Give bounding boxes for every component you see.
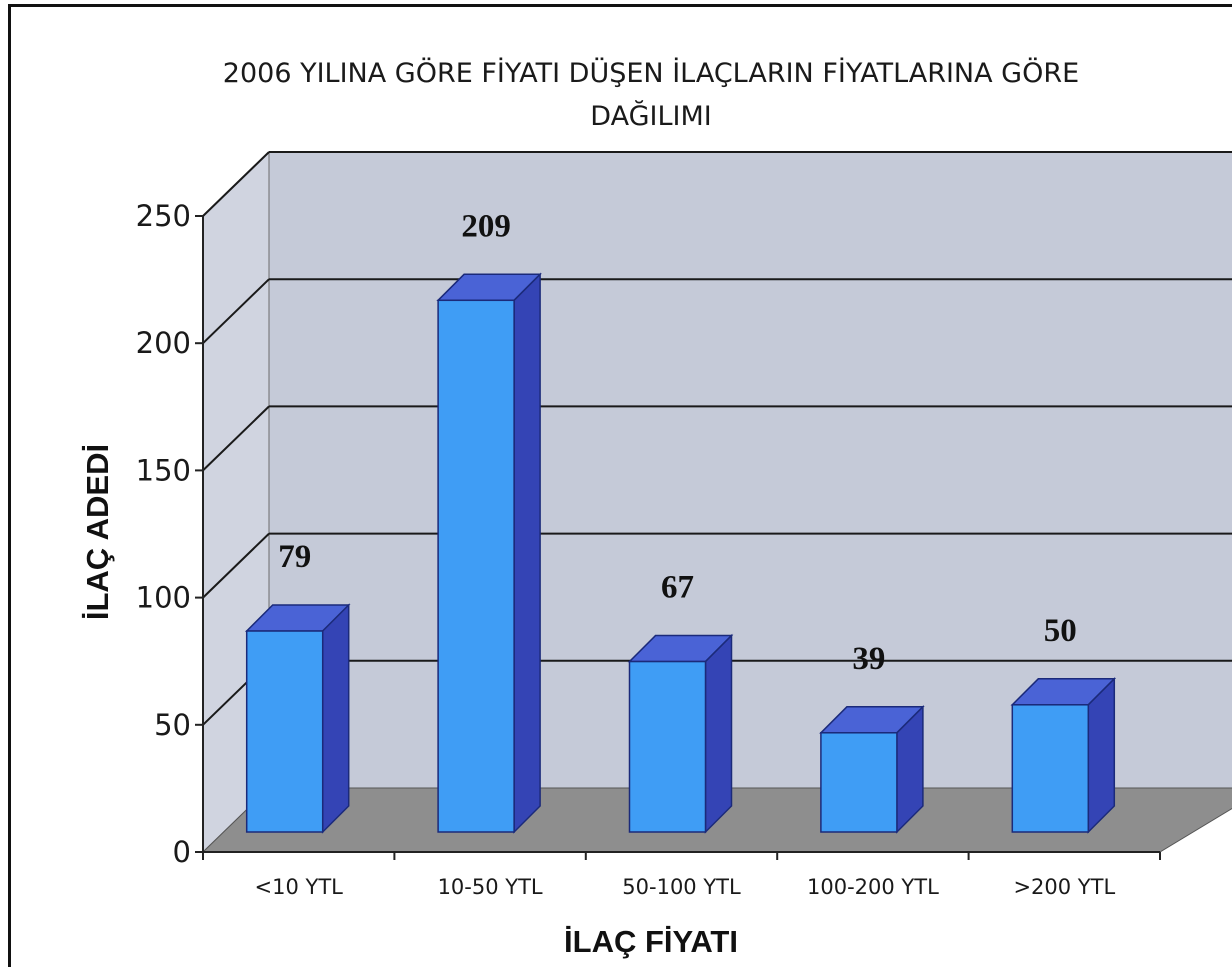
x-category-labels: <10 YTL 10-50 YTL 50-100 YTL 100-200 YTL >20… — [255, 875, 1116, 899]
y-tick-label: 0 — [173, 835, 191, 869]
bars — [244, 272, 1117, 834]
bar-front — [437, 299, 515, 833]
y-axis-title: İLAÇ ADEDİ — [80, 444, 115, 620]
data-label: 67 — [661, 570, 694, 606]
bar-side — [321, 603, 350, 834]
bar-side — [704, 633, 733, 834]
gridlines — [202, 151, 1232, 726]
bar-side — [1087, 676, 1116, 834]
data-label: 79 — [278, 539, 311, 575]
chart-frame — [8, 4, 1232, 967]
gridline-side — [202, 405, 270, 472]
y-tick-label: 50 — [154, 708, 191, 742]
x-category-label: 100-200 YTL — [807, 875, 939, 899]
data-label: 39 — [852, 641, 885, 677]
data-labels: 79 209 67 39 50 — [278, 208, 1077, 676]
chart-title-line-2: DAĞILIMI — [590, 100, 711, 132]
gridline-side — [202, 278, 270, 344]
bar-side — [513, 272, 541, 834]
bar — [1010, 676, 1117, 834]
bar-front — [628, 660, 707, 833]
chart-title-line-1: 2006 YILINA GÖRE FİYATI DÜŞEN İLAÇLARIN … — [223, 57, 1079, 89]
x-category-label: >200 YTL — [1013, 875, 1115, 899]
bar — [436, 272, 542, 834]
y-tick-labels: 0 50 100 150 200 250 — [136, 199, 191, 869]
data-label: 50 — [1044, 613, 1077, 649]
bar-front — [245, 630, 324, 833]
data-label: 209 — [461, 208, 511, 244]
y-tick-label: 100 — [136, 581, 191, 615]
gridline-side — [202, 532, 270, 599]
bar-front — [820, 732, 898, 833]
y-tick-label: 200 — [136, 326, 191, 360]
x-axis-title: İLAÇ FİYATI — [564, 924, 738, 959]
y-tick-label: 150 — [136, 453, 191, 487]
axes — [195, 215, 1161, 860]
gridline-side — [202, 151, 270, 217]
x-category-label: 10-50 YTL — [438, 875, 543, 899]
bar — [819, 704, 925, 834]
bar — [244, 603, 351, 834]
x-category-label: <10 YTL — [255, 875, 344, 899]
x-category-label: 50-100 YTL — [622, 875, 741, 899]
y-tick-label: 250 — [136, 199, 191, 233]
bar-front — [1011, 704, 1090, 833]
bar — [627, 633, 734, 834]
